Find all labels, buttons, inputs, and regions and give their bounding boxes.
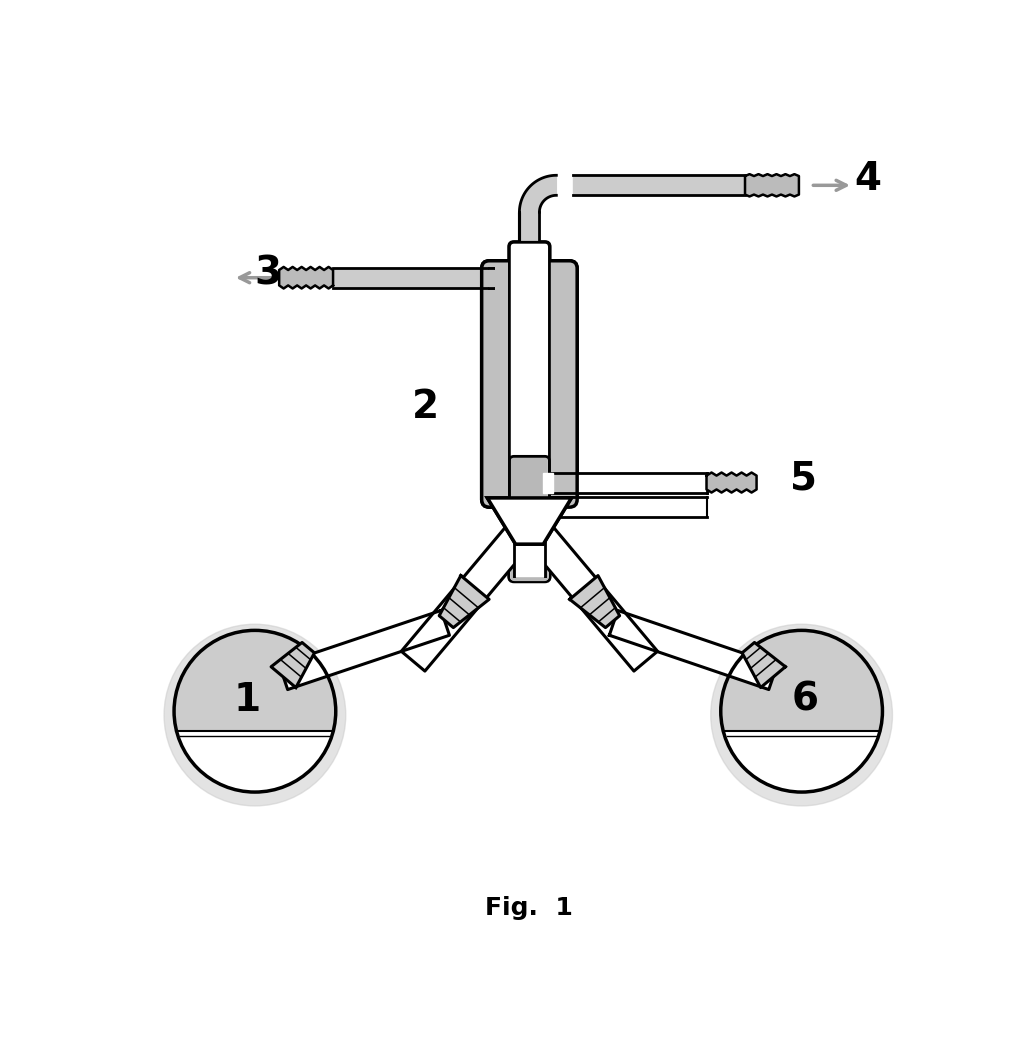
Circle shape (721, 630, 882, 792)
FancyBboxPatch shape (508, 241, 551, 581)
Polygon shape (573, 175, 745, 196)
Polygon shape (745, 174, 799, 197)
Polygon shape (271, 642, 314, 688)
Polygon shape (742, 642, 785, 688)
Polygon shape (488, 497, 571, 544)
Text: 2: 2 (412, 388, 439, 426)
Polygon shape (490, 268, 493, 288)
Polygon shape (544, 497, 707, 518)
Polygon shape (488, 497, 571, 544)
Text: Fig.  1: Fig. 1 (486, 895, 573, 919)
Polygon shape (401, 512, 541, 671)
Polygon shape (543, 473, 553, 492)
Text: 3: 3 (254, 255, 281, 293)
Polygon shape (518, 512, 658, 671)
FancyBboxPatch shape (481, 260, 577, 507)
Polygon shape (721, 630, 882, 730)
Polygon shape (279, 267, 333, 288)
Circle shape (711, 624, 893, 806)
Polygon shape (570, 575, 620, 627)
Polygon shape (520, 175, 557, 213)
Polygon shape (439, 575, 489, 627)
Circle shape (164, 624, 346, 806)
Polygon shape (544, 473, 707, 492)
Polygon shape (279, 610, 449, 690)
Polygon shape (609, 610, 777, 690)
FancyBboxPatch shape (481, 260, 577, 507)
Text: 4: 4 (854, 161, 882, 198)
FancyBboxPatch shape (510, 529, 549, 581)
Text: 6: 6 (792, 680, 819, 719)
Polygon shape (520, 213, 539, 247)
Circle shape (174, 630, 336, 792)
Polygon shape (707, 473, 756, 492)
FancyBboxPatch shape (509, 242, 550, 508)
Polygon shape (174, 630, 336, 730)
Text: 1: 1 (233, 680, 260, 719)
FancyBboxPatch shape (511, 457, 547, 507)
Polygon shape (514, 500, 544, 576)
Polygon shape (333, 268, 493, 288)
Text: 5: 5 (790, 459, 817, 497)
